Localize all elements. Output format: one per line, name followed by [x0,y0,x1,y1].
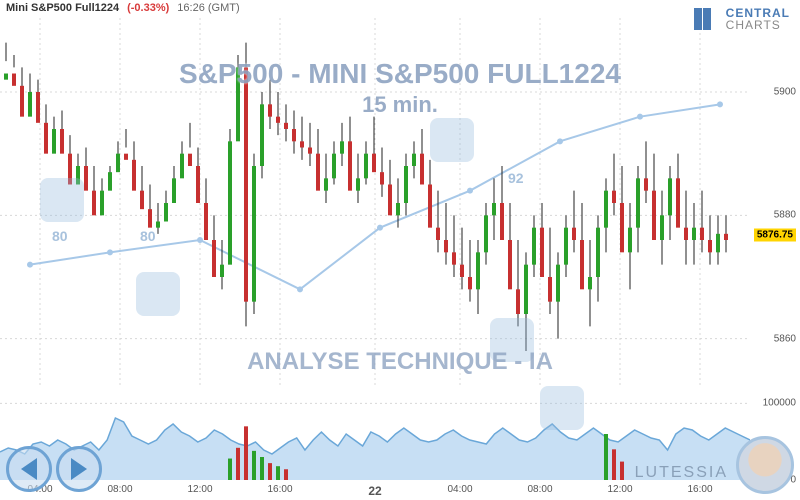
logo-text: CENTRAL CHARTS [726,7,790,31]
arrow-left-icon [21,458,37,480]
watermark-icon [540,386,584,430]
price-panel[interactable] [0,18,750,388]
price-axis: 5860588059005876.75 [750,18,800,388]
watermark-number: 92 [508,170,524,186]
assistant-avatar[interactable] [736,436,794,494]
watermark-icon [430,118,474,162]
price-change: (-0.33%) [127,2,169,14]
nav-next-button[interactable] [56,446,102,492]
watermark-number: 80 [52,228,68,244]
last-price-marker: 5876.75 [754,229,796,242]
watermark-icon [136,272,180,316]
watermark-icon [490,318,534,362]
timestamp: 16:26 (GMT) [177,2,239,14]
brand-logo: CENTRAL CHARTS [694,6,790,32]
logo-icon [694,6,720,32]
footer-brand: LUTESSIA [635,464,728,482]
chart-container: S&P500 - MINI S&P500 FULL1224 15 min. AN… [0,18,800,500]
chart-header: Mini S&P500 Full1224 (-0.33%) 16:26 (GMT… [0,0,800,16]
instrument-name: Mini S&P500 Full1224 [6,2,119,14]
time-axis: 04:0008:0012:0016:002204:0008:0012:0016:… [0,482,750,500]
nav-prev-button[interactable] [6,446,52,492]
arrow-right-icon [71,458,87,480]
watermark-icon [40,178,84,222]
watermark-number: 80 [140,228,156,244]
